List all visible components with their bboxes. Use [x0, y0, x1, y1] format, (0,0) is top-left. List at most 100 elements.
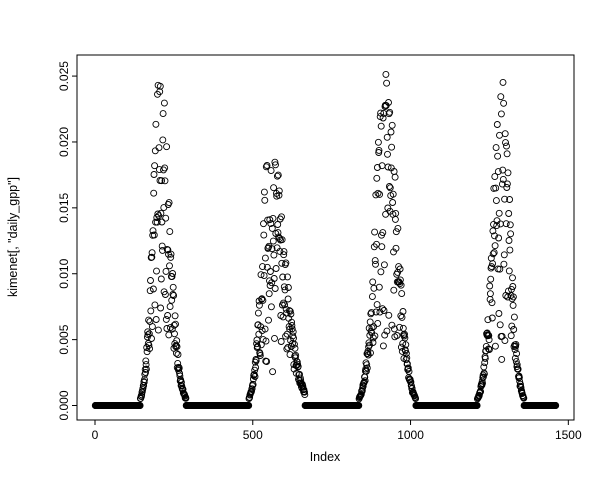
data-point	[163, 325, 171, 332]
data-point	[485, 346, 493, 353]
data-point	[160, 166, 167, 174]
data-point	[500, 260, 508, 268]
data-point	[261, 196, 269, 204]
data-point	[301, 388, 308, 396]
data-point	[490, 220, 497, 228]
data-point	[491, 342, 499, 350]
data-point	[402, 349, 410, 357]
data-point	[269, 214, 277, 222]
data-point	[296, 374, 304, 382]
data-point	[374, 319, 382, 327]
data-point	[396, 265, 404, 273]
data-point	[501, 195, 509, 203]
data-point	[251, 373, 259, 380]
data-point	[489, 250, 497, 258]
data-point	[375, 146, 383, 154]
data-point	[387, 128, 395, 136]
data-point	[279, 273, 287, 281]
data-point	[284, 284, 292, 291]
data-point	[489, 227, 497, 235]
data-point	[172, 341, 180, 349]
data-point	[371, 332, 379, 340]
data-point	[176, 372, 184, 380]
data-point	[254, 309, 262, 317]
data-point	[254, 343, 261, 350]
data-point	[393, 332, 401, 339]
data-point	[516, 377, 524, 385]
data-point	[280, 248, 288, 256]
data-point	[282, 259, 290, 267]
data-point	[373, 301, 381, 309]
data-point	[278, 213, 285, 221]
x-axis-label: Index	[310, 450, 341, 464]
data-point	[386, 108, 394, 116]
data-point	[370, 323, 378, 331]
data-point	[399, 308, 407, 315]
data-point	[141, 376, 148, 384]
data-point	[285, 307, 293, 315]
data-point	[178, 382, 186, 390]
data-point	[260, 272, 268, 280]
data-point	[154, 326, 162, 334]
data-point	[172, 320, 179, 328]
data-point	[153, 214, 161, 221]
data-point	[514, 365, 522, 373]
data-point	[165, 199, 173, 207]
data-point	[148, 253, 156, 261]
data-point	[271, 285, 279, 292]
data-point	[147, 307, 155, 315]
data-point	[261, 254, 269, 262]
data-point	[292, 351, 300, 359]
data-point	[515, 373, 523, 381]
data-point	[150, 171, 158, 178]
data-point	[378, 243, 386, 251]
data-point	[379, 305, 386, 313]
data-point	[142, 365, 150, 373]
data-point	[284, 295, 292, 303]
data-point	[384, 150, 391, 158]
data-point	[261, 325, 269, 333]
data-point	[492, 197, 500, 205]
data-point	[488, 314, 496, 322]
data-point	[357, 390, 365, 398]
data-point	[412, 395, 420, 403]
data-point	[495, 209, 503, 217]
data-point	[397, 312, 405, 320]
data-point	[371, 257, 379, 265]
data-point	[270, 251, 278, 259]
y-tick-label: 0.010	[57, 258, 71, 288]
data-point	[484, 316, 492, 324]
y-tick-label: 0.020	[57, 127, 71, 157]
data-point	[371, 228, 379, 236]
data-point	[281, 286, 289, 294]
data-point	[146, 345, 154, 353]
data-point	[401, 334, 409, 342]
data-point	[162, 214, 170, 222]
data-point	[486, 290, 494, 298]
data-point	[161, 177, 169, 185]
data-point	[369, 278, 377, 286]
data-point	[369, 334, 377, 342]
data-point	[505, 267, 513, 275]
data-point	[252, 364, 260, 371]
data-point	[273, 172, 281, 180]
y-tick-label: 0.015	[57, 193, 71, 223]
data-point	[397, 281, 405, 289]
data-point	[373, 174, 381, 182]
data-point	[369, 339, 377, 346]
data-point	[499, 166, 507, 174]
data-point	[507, 332, 515, 340]
data-point	[136, 402, 144, 409]
data-point	[288, 318, 296, 326]
data-point	[162, 267, 170, 275]
data-point	[499, 78, 507, 86]
data-point	[286, 307, 294, 315]
data-point	[150, 189, 158, 197]
data-point	[372, 191, 380, 199]
data-point	[490, 249, 498, 257]
data-point	[391, 173, 399, 181]
data-point	[377, 122, 385, 130]
data-point	[475, 391, 483, 399]
data-point	[274, 221, 282, 228]
data-point	[502, 139, 509, 147]
